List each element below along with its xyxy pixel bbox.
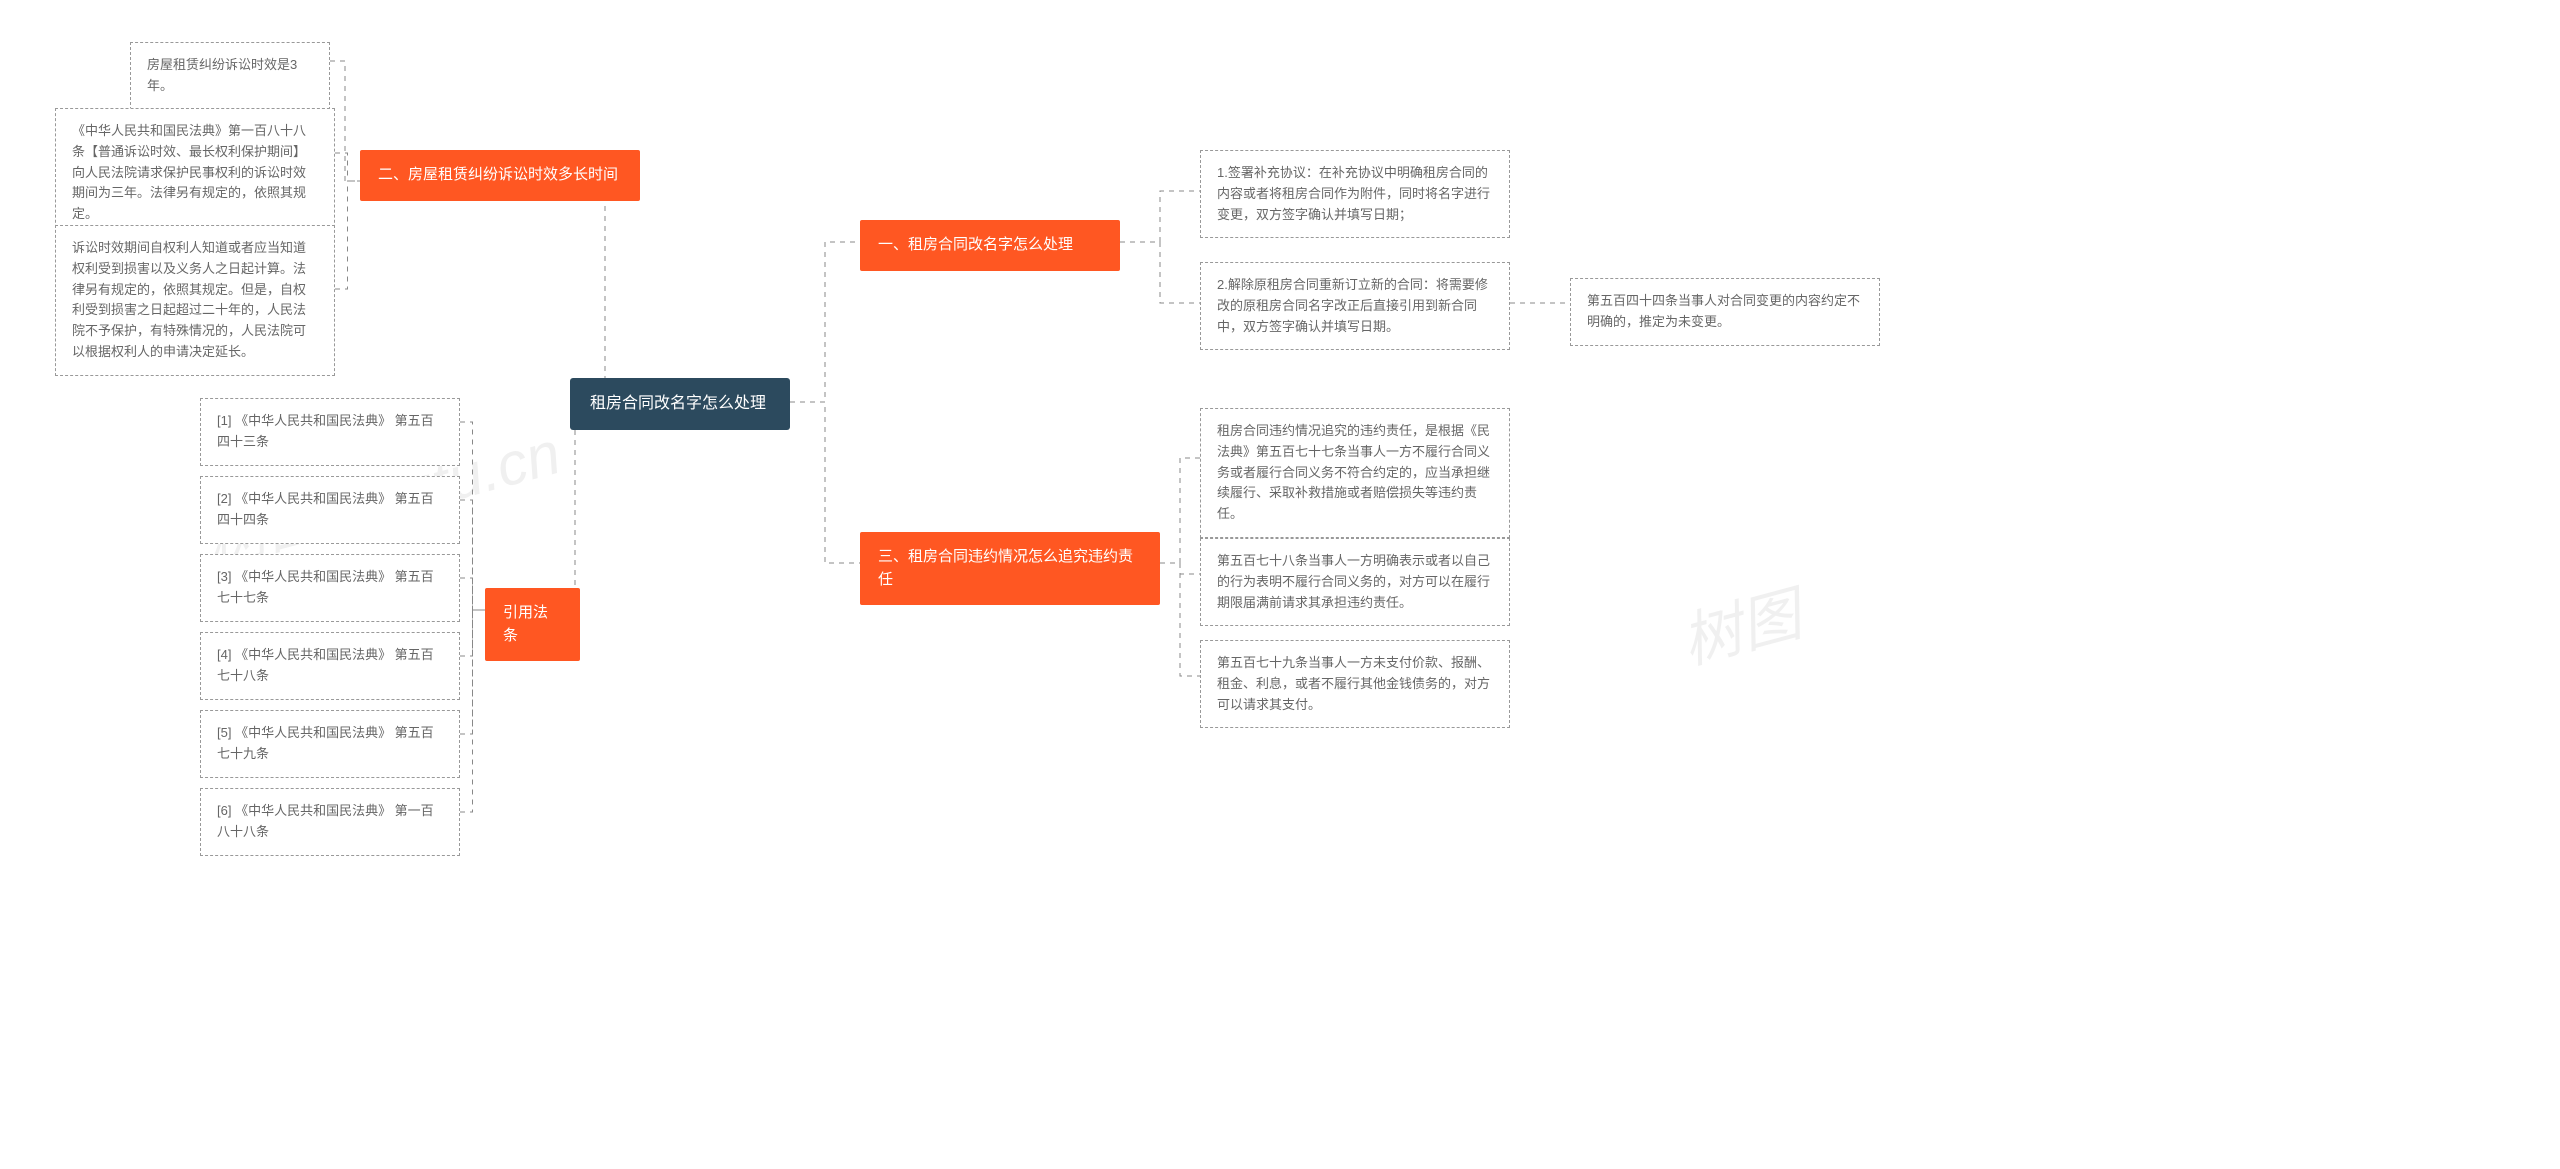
leaf-node: [4] 《中华人民共和国民法典》 第五百七十八条 [200,632,460,700]
leaf-node: 2.解除原租房合同重新订立新的合同：将需要修改的原租房合同名字改正后直接引用到新… [1200,262,1510,350]
leaf-node: 第五百七十九条当事人一方未支付价款、报酬、租金、利息，或者不履行其他金钱债务的，… [1200,640,1510,728]
leaf-node: [6] 《中华人民共和国民法典》 第一百八十八条 [200,788,460,856]
watermark: 树图 [1671,566,1809,681]
leaf-node: [3] 《中华人民共和国民法典》 第五百七十七条 [200,554,460,622]
leaf-node: [2] 《中华人民共和国民法典》 第五百四十四条 [200,476,460,544]
leaf-node: 租房合同违约情况追究的违约责任，是根据《民法典》第五百七十七条当事人一方不履行合… [1200,408,1510,538]
leaf-node: 第五百七十八条当事人一方明确表示或者以自己的行为表明不履行合同义务的，对方可以在… [1200,538,1510,626]
leaf-node: [5] 《中华人民共和国民法典》 第五百七十九条 [200,710,460,778]
branch-section-2: 二、房屋租赁纠纷诉讼时效多长时间 [360,150,640,201]
leaf-node: 第五百四十四条当事人对合同变更的内容约定不明确的，推定为未变更。 [1570,278,1880,346]
leaf-node: 诉讼时效期间自权利人知道或者应当知道权利受到损害以及义务人之日起计算。法律另有规… [55,225,335,376]
branch-section-3: 三、租房合同违约情况怎么追究违约责任 [860,532,1160,605]
leaf-node: [1] 《中华人民共和国民法典》 第五百四十三条 [200,398,460,466]
leaf-node: 1.签署补充协议：在补充协议中明确租房合同的内容或者将租房合同作为附件，同时将名… [1200,150,1510,238]
branch-citations: 引用法条 [485,588,580,661]
branch-section-1: 一、租房合同改名字怎么处理 [860,220,1120,271]
leaf-node: 房屋租赁纠纷诉讼时效是3年。 [130,42,330,110]
leaf-node: 《中华人民共和国民法典》第一百八十八条【普通诉讼时效、最长权利保护期间】向人民法… [55,108,335,238]
root-node: 租房合同改名字怎么处理 [570,378,790,430]
